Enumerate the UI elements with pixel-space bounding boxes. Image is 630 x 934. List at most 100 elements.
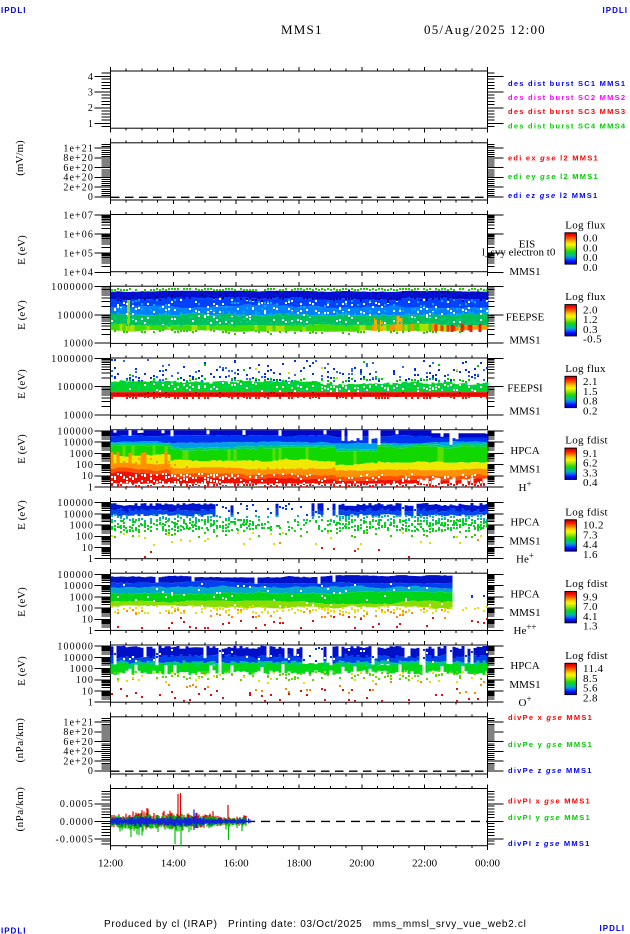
svg-text:MMS1: MMS1 — [509, 335, 540, 347]
svg-text:1.5: 1.5 — [583, 386, 598, 398]
svg-text:100000: 100000 — [57, 570, 94, 581]
svg-text:IPDLI: IPDLI — [600, 924, 625, 933]
svg-text:HPCA: HPCA — [510, 660, 539, 672]
svg-text:6e+20: 6e+20 — [63, 737, 94, 748]
svg-text:divPI y gse MMS1: divPI y gse MMS1 — [508, 813, 591, 822]
svg-text:1: 1 — [88, 698, 94, 709]
svg-text:10000: 10000 — [64, 339, 95, 350]
svg-text:1e+06: 1e+06 — [63, 230, 94, 241]
svg-text:0: 0 — [88, 766, 94, 777]
svg-text:100: 100 — [76, 460, 94, 471]
svg-text:0: 0 — [88, 192, 94, 203]
svg-text:10: 10 — [82, 686, 94, 697]
svg-text:10000: 10000 — [64, 410, 95, 421]
svg-text:6.2: 6.2 — [583, 458, 598, 470]
svg-text:100: 100 — [76, 532, 94, 543]
svg-text:E (eV): E (eV) — [16, 587, 28, 617]
svg-text:100: 100 — [76, 675, 94, 686]
svg-text:100: 100 — [76, 603, 94, 614]
svg-text:1000000: 1000000 — [51, 354, 94, 365]
svg-text:1.2: 1.2 — [583, 314, 598, 326]
svg-text:MMS1: MMS1 — [281, 22, 323, 37]
svg-text:05/Aug/2025 12:00: 05/Aug/2025 12:00 — [424, 22, 546, 37]
svg-text:0.0: 0.0 — [583, 242, 598, 254]
svg-text:0.0005: 0.0005 — [60, 799, 94, 810]
svg-text:14:00: 14:00 — [161, 858, 187, 870]
svg-text:MMS1: MMS1 — [509, 464, 540, 476]
svg-text:4e+20: 4e+20 — [63, 747, 94, 758]
svg-text:(mV/m): (mV/m) — [14, 140, 26, 176]
svg-text:edi ex gse l2 MMS1: edi ex gse l2 MMS1 — [508, 153, 599, 162]
svg-text:100000: 100000 — [57, 498, 94, 509]
svg-text:Log flux: Log flux — [565, 219, 606, 231]
svg-text:12:00: 12:00 — [98, 858, 124, 870]
svg-text:E (eV): E (eV) — [16, 369, 28, 399]
svg-text:1: 1 — [88, 119, 94, 130]
svg-text:1e+21: 1e+21 — [63, 717, 94, 728]
svg-text:IPDLI: IPDLI — [1, 6, 26, 15]
svg-text:1000: 1000 — [70, 449, 94, 460]
svg-text:E (eV): E (eV) — [16, 434, 28, 464]
svg-text:E (eV): E (eV) — [16, 656, 28, 686]
svg-text:10: 10 — [82, 615, 94, 626]
svg-text:MMS1: MMS1 — [509, 535, 540, 547]
svg-text:FEEPSI: FEEPSI — [507, 383, 543, 395]
svg-text:Log fdist: Log fdist — [565, 435, 608, 447]
svg-text:0.2: 0.2 — [583, 405, 598, 417]
svg-text:E (eV): E (eV) — [16, 300, 28, 330]
svg-text:divPe y gse MMS1: divPe y gse MMS1 — [508, 740, 593, 749]
svg-text:00:00: 00:00 — [475, 858, 501, 870]
svg-text:l_svy electron t0: l_svy electron t0 — [482, 247, 556, 259]
svg-text:edi ez gse l2 MMS1: edi ez gse l2 MMS1 — [508, 191, 598, 200]
svg-text:1000: 1000 — [70, 592, 94, 603]
svg-text:100000: 100000 — [57, 310, 94, 321]
svg-text:10000: 10000 — [64, 438, 95, 449]
svg-text:1000: 1000 — [70, 521, 94, 532]
svg-text:4.4: 4.4 — [583, 539, 598, 551]
svg-text:2.8: 2.8 — [583, 692, 598, 704]
svg-text:(nPa/km): (nPa/km) — [14, 787, 26, 832]
svg-text:1e+07: 1e+07 — [63, 211, 94, 222]
svg-text:E (eV): E (eV) — [16, 500, 28, 530]
svg-text:0.0: 0.0 — [583, 262, 598, 274]
svg-text:100000: 100000 — [57, 382, 94, 393]
svg-text:1.6: 1.6 — [583, 549, 598, 561]
svg-text:divPe z gse MMS1: divPe z gse MMS1 — [508, 766, 593, 775]
svg-text:E (eV): E (eV) — [16, 235, 28, 265]
svg-text:9.1: 9.1 — [583, 448, 598, 460]
svg-text:1000000: 1000000 — [51, 282, 94, 293]
svg-text:HPCA: HPCA — [510, 445, 539, 457]
svg-text:10000: 10000 — [64, 653, 95, 664]
svg-text:0.0: 0.0 — [583, 233, 598, 245]
svg-text:10000: 10000 — [64, 509, 95, 520]
svg-text:10000: 10000 — [64, 581, 95, 592]
svg-text:0.3: 0.3 — [583, 324, 598, 336]
svg-text:(nPa/km): (nPa/km) — [14, 718, 26, 763]
svg-text:1.3: 1.3 — [583, 621, 598, 633]
svg-text:Log flux: Log flux — [565, 291, 606, 303]
svg-text:20:00: 20:00 — [349, 858, 375, 870]
svg-text:des dist burst SC3 MMS3: des dist burst SC3 MMS3 — [508, 107, 626, 116]
svg-text:8e+20: 8e+20 — [63, 153, 94, 164]
svg-text:1e+04: 1e+04 — [63, 268, 94, 279]
svg-text:9.9: 9.9 — [583, 591, 598, 603]
svg-text:1e+21: 1e+21 — [63, 143, 94, 154]
svg-text:0.0000: 0.0000 — [60, 817, 94, 828]
svg-text:7.0: 7.0 — [583, 601, 598, 613]
svg-text:3.3: 3.3 — [583, 467, 598, 479]
svg-text:7.3: 7.3 — [583, 529, 598, 541]
svg-text:4.1: 4.1 — [583, 611, 598, 623]
svg-text:MMS1: MMS1 — [509, 679, 540, 691]
svg-text:1000: 1000 — [70, 664, 94, 675]
svg-text:8.5: 8.5 — [583, 673, 598, 685]
svg-text:des dist burst SC2 MMS2: des dist burst SC2 MMS2 — [508, 93, 626, 102]
svg-text:0.0: 0.0 — [583, 252, 598, 264]
svg-text:10: 10 — [82, 543, 94, 554]
svg-text:HPCA: HPCA — [510, 517, 539, 529]
svg-text:4: 4 — [88, 72, 94, 83]
svg-text:-0.0005: -0.0005 — [55, 834, 94, 845]
svg-text:6e+20: 6e+20 — [63, 163, 94, 174]
svg-text:100000: 100000 — [57, 642, 94, 653]
svg-text:MMS1: MMS1 — [509, 607, 540, 619]
svg-text:1: 1 — [88, 626, 94, 637]
